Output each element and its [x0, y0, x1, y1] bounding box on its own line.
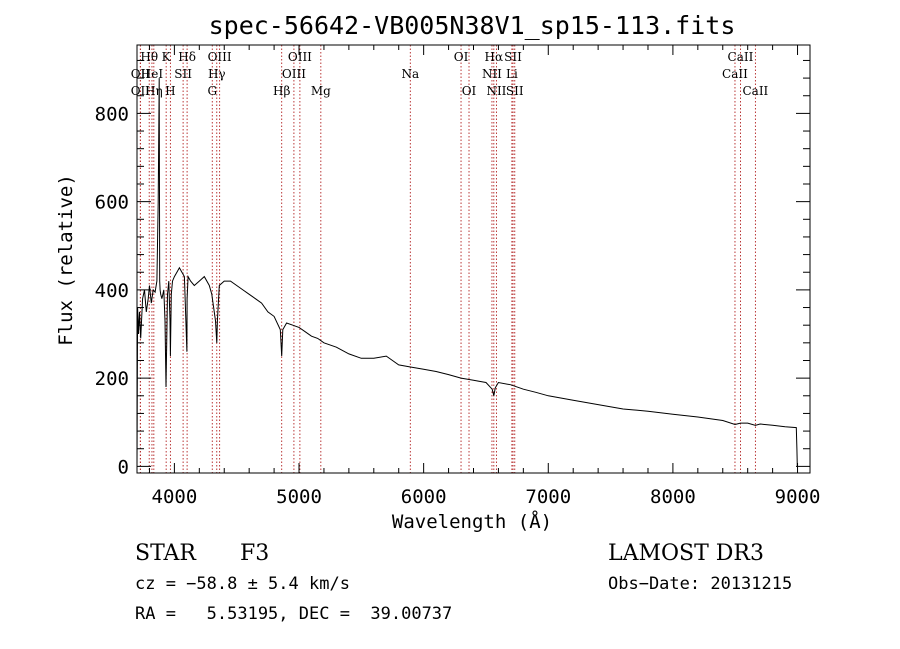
x-tick-label-8000: 8000 — [650, 486, 696, 508]
marker-label-25: CaII — [728, 50, 754, 64]
marker-label-8: Hδ — [178, 50, 196, 64]
marker-label-18: OI — [462, 84, 477, 98]
emission-line-markers — [139, 45, 756, 473]
marker-label-7: H — [165, 84, 175, 98]
x-axis-ticks: 4000 5000 6000 7000 8000 9000 — [148, 45, 821, 508]
marker-label-15: Mg — [311, 84, 331, 98]
observation-date: Obs−Date: 20131215 — [608, 574, 792, 594]
x-tick-label-5000: 5000 — [276, 486, 322, 508]
marker-label-1: OII — [131, 67, 151, 81]
marker-label-24: SII — [506, 84, 524, 98]
marker-label-23: Li — [506, 67, 518, 81]
marker-label-5: K — [162, 50, 172, 64]
marker-label-27: CaII — [742, 84, 768, 98]
marker-label-21: NII — [486, 84, 506, 98]
x-tick-label-4000: 4000 — [152, 486, 198, 508]
marker-label-22: SII — [504, 50, 522, 64]
marker-label-14: OIII — [282, 67, 306, 81]
y-tick-label-600: 600 — [95, 192, 129, 214]
marker-label-11: G — [207, 84, 217, 98]
marker-label-17: OI — [454, 50, 469, 64]
marker-label-13: OIII — [288, 50, 312, 64]
x-axis-label: Wavelength (Å) — [392, 510, 552, 533]
y-tick-label-0: 0 — [118, 456, 129, 478]
marker-label-3: HeI — [141, 67, 164, 81]
marker-label-20: NII — [482, 67, 502, 81]
spectrum-line — [136, 78, 798, 467]
x-tick-label-9000: 9000 — [775, 486, 821, 508]
marker-label-26: CaII — [722, 67, 748, 81]
y-tick-label-200: 200 — [95, 368, 129, 390]
x-tick-label-6000: 6000 — [401, 486, 447, 508]
object-subclass: F3 — [240, 541, 269, 566]
coordinates: RA = 5.53195, DEC = 39.00737 — [135, 604, 452, 624]
redshift-cz: cz = −58.8 ± 5.4 km/s — [135, 574, 350, 594]
y-axis-ticks: 0 200 400 600 800 — [95, 59, 810, 478]
plot-frame — [136, 44, 811, 474]
marker-label-9: OIII — [208, 50, 232, 64]
y-tick-label-800: 800 — [95, 103, 129, 125]
marker-label-2: OII — [131, 84, 151, 98]
chart-title: spec-56642-VB005N38V1_sp15-113.fits — [209, 11, 736, 40]
object-type: STAR — [135, 541, 197, 566]
marker-label-19: Hα — [485, 50, 504, 64]
survey-name: LAMOST DR3 — [608, 541, 764, 566]
x-tick-label-7000: 7000 — [525, 486, 571, 508]
marker-label-0: Hθ — [140, 50, 158, 64]
marker-label-4: Hη — [145, 84, 163, 98]
y-axis-label: Flux (relative) — [55, 174, 77, 346]
marker-label-6: SII — [174, 67, 192, 81]
y-tick-label-400: 400 — [95, 280, 129, 302]
marker-label-12: Hβ — [273, 84, 290, 98]
marker-label-16: Na — [401, 67, 419, 81]
marker-label-10: Hγ — [208, 67, 226, 81]
